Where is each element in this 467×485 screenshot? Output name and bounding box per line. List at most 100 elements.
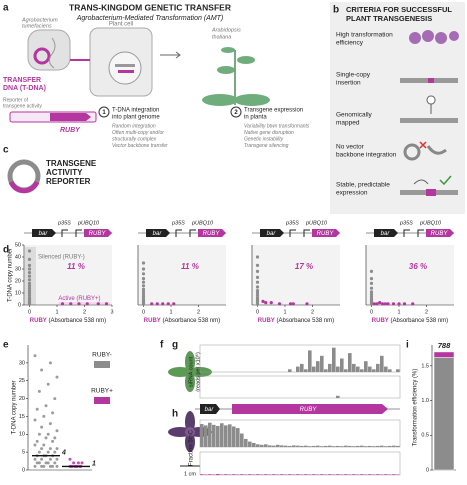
bar (380, 355, 384, 372)
marker-label: bar (39, 231, 49, 237)
bar (392, 445, 396, 447)
x-axis-label-part: RUBY (30, 318, 47, 324)
bar (240, 474, 244, 475)
point (48, 464, 52, 468)
point (150, 302, 154, 306)
reporter-gene (312, 229, 340, 237)
point (27, 263, 32, 267)
marker-gene (260, 229, 284, 237)
bar (336, 395, 340, 398)
bar (220, 423, 224, 447)
bar (288, 369, 292, 372)
y-tick-label: 0 (22, 467, 25, 473)
point (255, 291, 260, 295)
panel-subtitle: Agrobacterium-Mediated Transformation (A… (76, 15, 224, 22)
point (269, 301, 273, 305)
x-tick-label: 0 (370, 309, 373, 315)
bar (304, 445, 308, 447)
point (369, 286, 374, 290)
bar (340, 446, 344, 447)
bar (200, 424, 204, 447)
legend-swatch (94, 361, 110, 368)
marker-gene (374, 229, 398, 237)
reporter-label: RUBY (300, 407, 318, 413)
ruby-label: RUBY (60, 127, 81, 134)
bar (260, 444, 264, 447)
percent-label: 11 % (67, 262, 85, 271)
point (378, 301, 382, 305)
x-axis-label-part: (Absorbance 538 nm) (275, 318, 334, 324)
x-axis-label: RUBY (Absorbance 538 nm) (372, 318, 448, 324)
point (48, 422, 52, 426)
point (42, 414, 46, 418)
promoter-label: p35S (171, 220, 185, 226)
point (33, 418, 37, 422)
bar (264, 474, 268, 475)
bar (312, 445, 316, 447)
point (27, 286, 32, 290)
promoter-label: pUBQ10 (305, 220, 328, 226)
x-tick-label: 2 (197, 309, 200, 315)
track-frame (199, 375, 401, 399)
reporter-gene (198, 229, 226, 237)
point (255, 275, 260, 279)
tdna-label: DNA (T-DNA) (3, 85, 46, 92)
bar (324, 445, 328, 447)
x-axis-label: RUBY (Absorbance 538 nm) (144, 318, 220, 324)
track-frame (199, 451, 401, 476)
point (80, 461, 84, 465)
bar (376, 445, 380, 447)
point (141, 295, 146, 299)
point (77, 302, 81, 306)
point (27, 274, 32, 278)
panel-title: REPORTER (46, 177, 91, 186)
point (46, 382, 50, 386)
bar (320, 446, 324, 447)
point (264, 301, 268, 305)
bar (336, 474, 340, 475)
bar (364, 361, 368, 372)
x-tick-label: 1 (283, 309, 286, 315)
y-tick-label: 15 (19, 414, 25, 420)
marker-label: bar (267, 231, 277, 237)
point (261, 299, 265, 303)
bar (360, 369, 364, 372)
x-tick-label: 1 (169, 309, 172, 315)
criterion: Genomically (336, 112, 373, 119)
criterion: expression (336, 190, 368, 197)
legend-swatch (94, 397, 110, 404)
y-tick-label: 10 (15, 290, 21, 296)
bar (308, 350, 312, 372)
bar (200, 474, 204, 475)
point (72, 461, 76, 465)
point (386, 302, 390, 306)
point (51, 439, 55, 443)
bar (244, 438, 248, 447)
point (372, 302, 376, 306)
y-tick-label: 20 (19, 396, 25, 402)
panel-title: CRITERIA FOR SUCCESSFUL (346, 5, 452, 14)
x-axis-label-part: (Absorbance 538 nm) (389, 318, 448, 324)
bar (228, 424, 232, 447)
point (27, 291, 32, 295)
bar (368, 445, 372, 447)
organism-label: Agrobacterium (21, 17, 58, 23)
point (27, 281, 32, 285)
x-axis-label-part: (Absorbance 538 nm) (161, 318, 220, 324)
point (383, 302, 387, 306)
y-tick-label: 0.5 (421, 433, 429, 439)
bar (356, 366, 360, 372)
bar (204, 425, 208, 447)
point (369, 302, 374, 306)
point (44, 404, 48, 408)
median-label: 4 (61, 450, 66, 457)
promoter-arrow (403, 229, 410, 237)
y-axis-label: siRNA count (188, 356, 194, 387)
bar (352, 363, 356, 372)
bar (208, 422, 212, 447)
point (40, 457, 44, 461)
point (40, 447, 44, 451)
point (104, 302, 109, 306)
bar (384, 446, 388, 447)
bar (236, 428, 240, 447)
